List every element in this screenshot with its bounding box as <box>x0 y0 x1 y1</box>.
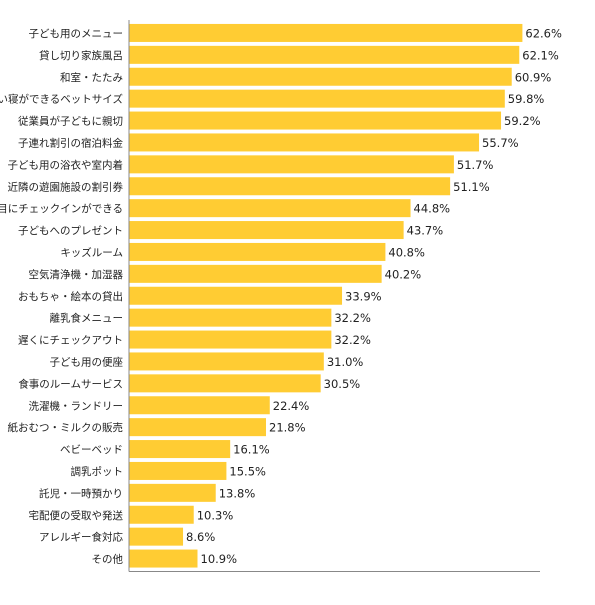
value-label: 21.8% <box>269 421 306 435</box>
category-label: 宅配便の受取や発送 <box>29 509 124 522</box>
category-label: 紙おむつ・ミルクの販売 <box>8 421 124 434</box>
value-label: 8.6% <box>186 530 215 544</box>
bar <box>129 221 404 240</box>
bars-group <box>129 23 523 568</box>
value-label: 55.7% <box>482 136 519 150</box>
value-label: 40.8% <box>388 245 425 259</box>
bar <box>129 527 184 546</box>
value-label: 15.5% <box>229 464 266 478</box>
bar <box>129 155 454 174</box>
category-label: おもちゃ・絵本の貸出 <box>18 290 123 303</box>
value-label: 32.2% <box>334 333 371 347</box>
category-label: 離乳食メニュー <box>50 312 124 325</box>
value-label: 62.1% <box>522 48 559 62</box>
category-labels-group: 子ども用のメニュー貸し切り家族風呂和室・たたみ添い寝ができるベットサイズ従業員が… <box>0 28 123 566</box>
category-label: 子どもへのプレゼント <box>18 225 123 237</box>
bar <box>129 264 382 283</box>
bar <box>129 549 198 568</box>
bar <box>129 308 332 327</box>
category-label: 従業員が子どもに親切 <box>18 115 123 128</box>
category-label: 調乳ポット <box>71 465 124 478</box>
value-label: 60.9% <box>515 70 552 84</box>
category-label: 近隣の遊園施設の割引券 <box>8 180 124 193</box>
category-label: 子連れ割引の宿泊料金 <box>18 136 123 149</box>
category-label: その他 <box>92 553 124 566</box>
category-label: 託児・一時預かり <box>39 487 123 500</box>
category-label: 子ども用のメニュー <box>29 28 124 40</box>
value-labels-group: 62.6% 62.1% 60.9% 59.8% 59.2% 55.7% 51.7% 51.1%… <box>186 26 562 566</box>
bar <box>129 286 343 305</box>
value-label: 22.4% <box>273 399 310 413</box>
value-label: 59.2% <box>504 114 541 128</box>
bar <box>129 330 332 349</box>
value-label: 44.8% <box>414 202 451 216</box>
category-label: 空気清浄機・加湿器 <box>29 268 124 281</box>
value-label: 43.7% <box>407 224 444 238</box>
value-label: 10.9% <box>201 552 238 566</box>
bar <box>129 177 451 196</box>
category-label: ベビーベッド <box>60 444 123 456</box>
bar <box>129 242 386 261</box>
category-label: アレルギー食対応 <box>39 531 123 544</box>
bar <box>129 461 227 480</box>
value-label: 10.3% <box>197 508 234 522</box>
category-label: 食事のルームサービス <box>18 377 123 390</box>
bar <box>129 374 321 393</box>
bar <box>129 352 324 371</box>
value-label: 62.6% <box>525 26 562 40</box>
bar <box>129 440 231 459</box>
category-label: キッズルーム <box>60 246 123 259</box>
category-label: 子ども用の浴衣や室内着 <box>8 158 124 171</box>
bar <box>129 45 520 64</box>
value-label: 51.1% <box>453 180 490 194</box>
category-label: 添い寝ができるベットサイズ <box>0 93 123 106</box>
bar <box>129 505 194 524</box>
bar <box>129 418 266 437</box>
value-label: 13.8% <box>219 486 256 500</box>
value-label: 16.1% <box>233 443 270 457</box>
bar <box>129 23 523 42</box>
category-label: 和室・たたみ <box>60 71 123 84</box>
value-label: 59.8% <box>508 92 545 106</box>
bar <box>129 67 512 86</box>
bar <box>129 483 216 502</box>
bar <box>129 199 411 218</box>
value-label: 51.7% <box>457 158 494 172</box>
category-label: 洗濯機・ランドリー <box>29 399 124 412</box>
category-label: 早目にチェックインができる <box>0 202 123 215</box>
value-label: 32.2% <box>334 311 371 325</box>
category-label: 遅くにチェックアウト <box>18 335 123 347</box>
bar <box>129 111 502 130</box>
bar <box>129 89 505 108</box>
value-label: 31.0% <box>327 355 364 369</box>
bar <box>129 396 270 415</box>
category-label: 貸し切り家族風呂 <box>39 49 123 62</box>
value-label: 33.9% <box>345 289 382 303</box>
category-label: 子ども用の便座 <box>50 355 124 368</box>
value-label: 30.5% <box>324 377 361 391</box>
bar <box>129 133 480 152</box>
value-label: 40.2% <box>385 267 422 281</box>
